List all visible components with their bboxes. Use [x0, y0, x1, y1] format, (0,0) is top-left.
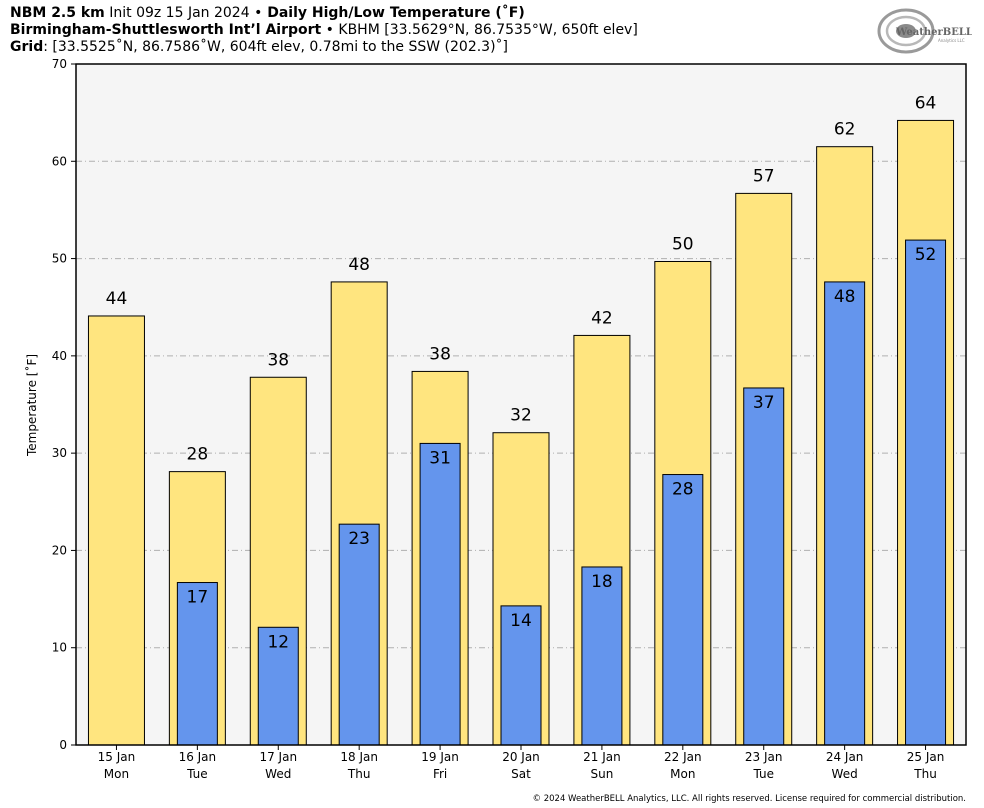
x-tick-date: 23 Jan — [745, 750, 783, 764]
x-tick-day: Mon — [104, 767, 129, 781]
station-name: Birmingham-Shuttlesworth Int’l Airport — [10, 22, 322, 38]
separator: • — [321, 22, 339, 38]
x-tick-day: Fri — [433, 767, 447, 781]
low-temp-bar — [743, 387, 785, 746]
x-tick-date: 20 Jan — [502, 750, 540, 764]
weatherbell-logo: WeatherBELL Analytics LLC — [877, 8, 972, 54]
high-temp-label: 42 — [591, 308, 613, 328]
low-temp-bar — [338, 523, 380, 746]
low-temp-bar — [581, 566, 623, 746]
x-tick-day: Thu — [347, 767, 371, 781]
low-temp-label: 23 — [348, 529, 370, 549]
model-name: NBM 2.5 km — [10, 5, 105, 21]
high-temp-label: 44 — [106, 289, 128, 309]
low-temp-bar — [176, 582, 218, 746]
y-tick-label: 20 — [52, 543, 67, 557]
low-temp-label: 28 — [672, 480, 694, 500]
y-tick-label: 10 — [52, 641, 67, 655]
y-tick-label: 0 — [59, 738, 67, 752]
low-temp-bar — [824, 281, 866, 746]
high-temp-label: 38 — [267, 350, 289, 370]
x-tick-day: Sat — [511, 767, 531, 781]
grid-label: Grid — [10, 39, 44, 55]
x-tick-day: Thu — [913, 767, 937, 781]
chart-header: NBM 2.5 km Init 09z 15 Jan 2024 • Daily … — [10, 5, 638, 56]
y-tick-label: 40 — [52, 349, 67, 363]
x-tick-date: 24 Jan — [826, 750, 864, 764]
x-tick-date: 21 Jan — [583, 750, 621, 764]
low-temp-label: 48 — [834, 287, 856, 307]
low-temp-label: 52 — [915, 245, 937, 265]
high-temp-bar — [87, 315, 145, 746]
x-tick-day: Tue — [186, 767, 208, 781]
chart-title: Daily High/Low Temperature (˚F) — [262, 5, 525, 21]
station-info: KBHM [33.5629°N, 86.7535°W, 650ft elev] — [338, 22, 638, 38]
low-temp-label: 12 — [267, 632, 289, 652]
x-tick-day: Sun — [590, 767, 613, 781]
y-tick-label: 60 — [52, 154, 67, 168]
x-tick-date: 15 Jan — [98, 750, 136, 764]
high-temp-label: 50 — [672, 234, 694, 254]
x-tick-date: 16 Jan — [179, 750, 217, 764]
x-tick-day: Wed — [265, 767, 291, 781]
header-line-2: Birmingham-Shuttlesworth Int’l Airport •… — [10, 22, 638, 39]
low-temp-label: 14 — [510, 611, 532, 631]
high-temp-label: 57 — [753, 166, 775, 186]
low-temp-label: 18 — [591, 572, 613, 592]
x-tick-day: Wed — [832, 767, 858, 781]
logo-text: WeatherBELL — [895, 27, 972, 38]
low-temp-label: 37 — [753, 393, 775, 413]
high-temp-label: 62 — [834, 120, 856, 140]
x-tick-date: 17 Jan — [259, 750, 297, 764]
y-tick-label: 50 — [52, 252, 67, 266]
grid-info: : [33.5525˚N, 86.7586˚W, 604ft elev, 0.7… — [43, 39, 509, 55]
low-temp-bar — [662, 474, 704, 746]
header-line-1: NBM 2.5 km Init 09z 15 Jan 2024 • Daily … — [10, 5, 638, 22]
logo-subtext: Analytics LLC — [938, 38, 965, 43]
low-temp-label: 17 — [187, 588, 209, 608]
x-tick-day: Tue — [752, 767, 774, 781]
low-temp-label: 31 — [429, 448, 451, 468]
y-axis-label: Temperature [˚F] — [24, 354, 39, 457]
low-temp-bar — [257, 626, 299, 746]
high-temp-label: 48 — [348, 255, 370, 275]
low-temp-bar — [500, 605, 542, 746]
low-temp-bar — [905, 239, 947, 746]
x-tick-date: 22 Jan — [664, 750, 702, 764]
y-tick-label: 30 — [52, 446, 67, 460]
high-temp-label: 32 — [510, 406, 532, 426]
header-line-3: Grid: [33.5525˚N, 86.7586˚W, 604ft elev,… — [10, 39, 638, 56]
high-temp-label: 64 — [915, 93, 937, 113]
high-temp-label: 28 — [187, 445, 209, 465]
x-tick-date: 19 Jan — [421, 750, 459, 764]
x-tick-day: Mon — [670, 767, 695, 781]
separator: • — [254, 5, 263, 21]
init-time: Init 09z 15 Jan 2024 — [104, 5, 255, 21]
low-temp-bar — [419, 442, 461, 746]
x-tick-date: 18 Jan — [340, 750, 378, 764]
copyright-credit: © 2024 WeatherBELL Analytics, LLC. All r… — [532, 794, 966, 804]
high-temp-label: 38 — [429, 344, 451, 364]
y-tick-label: 70 — [52, 57, 67, 71]
x-tick-date: 25 Jan — [907, 750, 945, 764]
